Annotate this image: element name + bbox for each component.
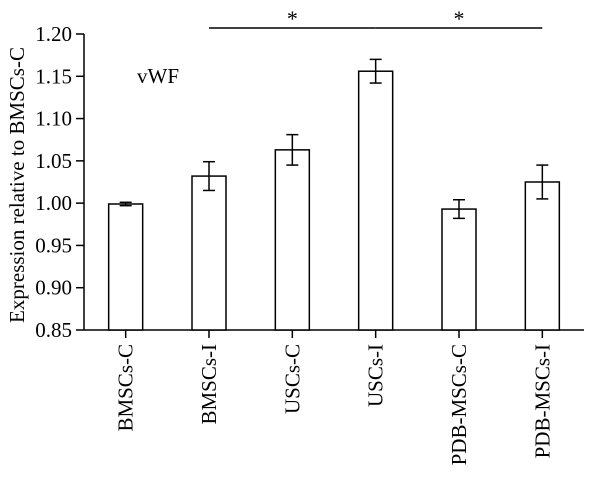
- bar: [524, 181, 561, 331]
- y-tick-label: 0.95: [35, 233, 72, 257]
- x-tick-label: PDB-MSCs-I: [530, 344, 554, 458]
- bar: [191, 175, 227, 331]
- significance-markers: * *: [209, 6, 543, 31]
- y-tick-label: 0.85: [35, 318, 72, 342]
- axes: [83, 34, 584, 331]
- bar: [107, 203, 144, 331]
- y-axis-ticks: 0.85 0.90 0.95 1.00 1.05 1.10 1.15 1.20: [35, 22, 84, 342]
- y-tick-label: 1.15: [35, 64, 72, 88]
- significance-star: *: [454, 6, 465, 31]
- x-tick-label: PDB-MSCs-C: [447, 344, 471, 465]
- y-tick-label: 1.10: [35, 107, 72, 131]
- chart-annotation: vWF: [137, 64, 179, 88]
- error-bars: [119, 58, 549, 220]
- y-tick-label: 1.20: [35, 22, 72, 46]
- x-tick-label: BMSCs-I: [197, 344, 221, 425]
- bar: [357, 70, 394, 331]
- bar: [274, 149, 311, 331]
- y-axis-label: Expression relative to BMSCs-C: [5, 47, 29, 323]
- x-tick-label: USCs-I: [364, 344, 388, 407]
- significance-star: *: [287, 6, 298, 31]
- y-tick-label: 0.90: [35, 276, 72, 300]
- y-tick-label: 1.00: [35, 191, 72, 215]
- x-axis-ticks: BMSCs-C BMSCs-I USCs-C USCs-I PDB-MSCs-C PDB-…: [114, 330, 554, 465]
- x-tick-label: USCs-C: [280, 344, 304, 414]
- bar: [441, 208, 477, 331]
- bars: [107, 70, 561, 331]
- y-tick-label: 1.05: [35, 149, 72, 173]
- x-tick-label: BMSCs-C: [114, 344, 138, 432]
